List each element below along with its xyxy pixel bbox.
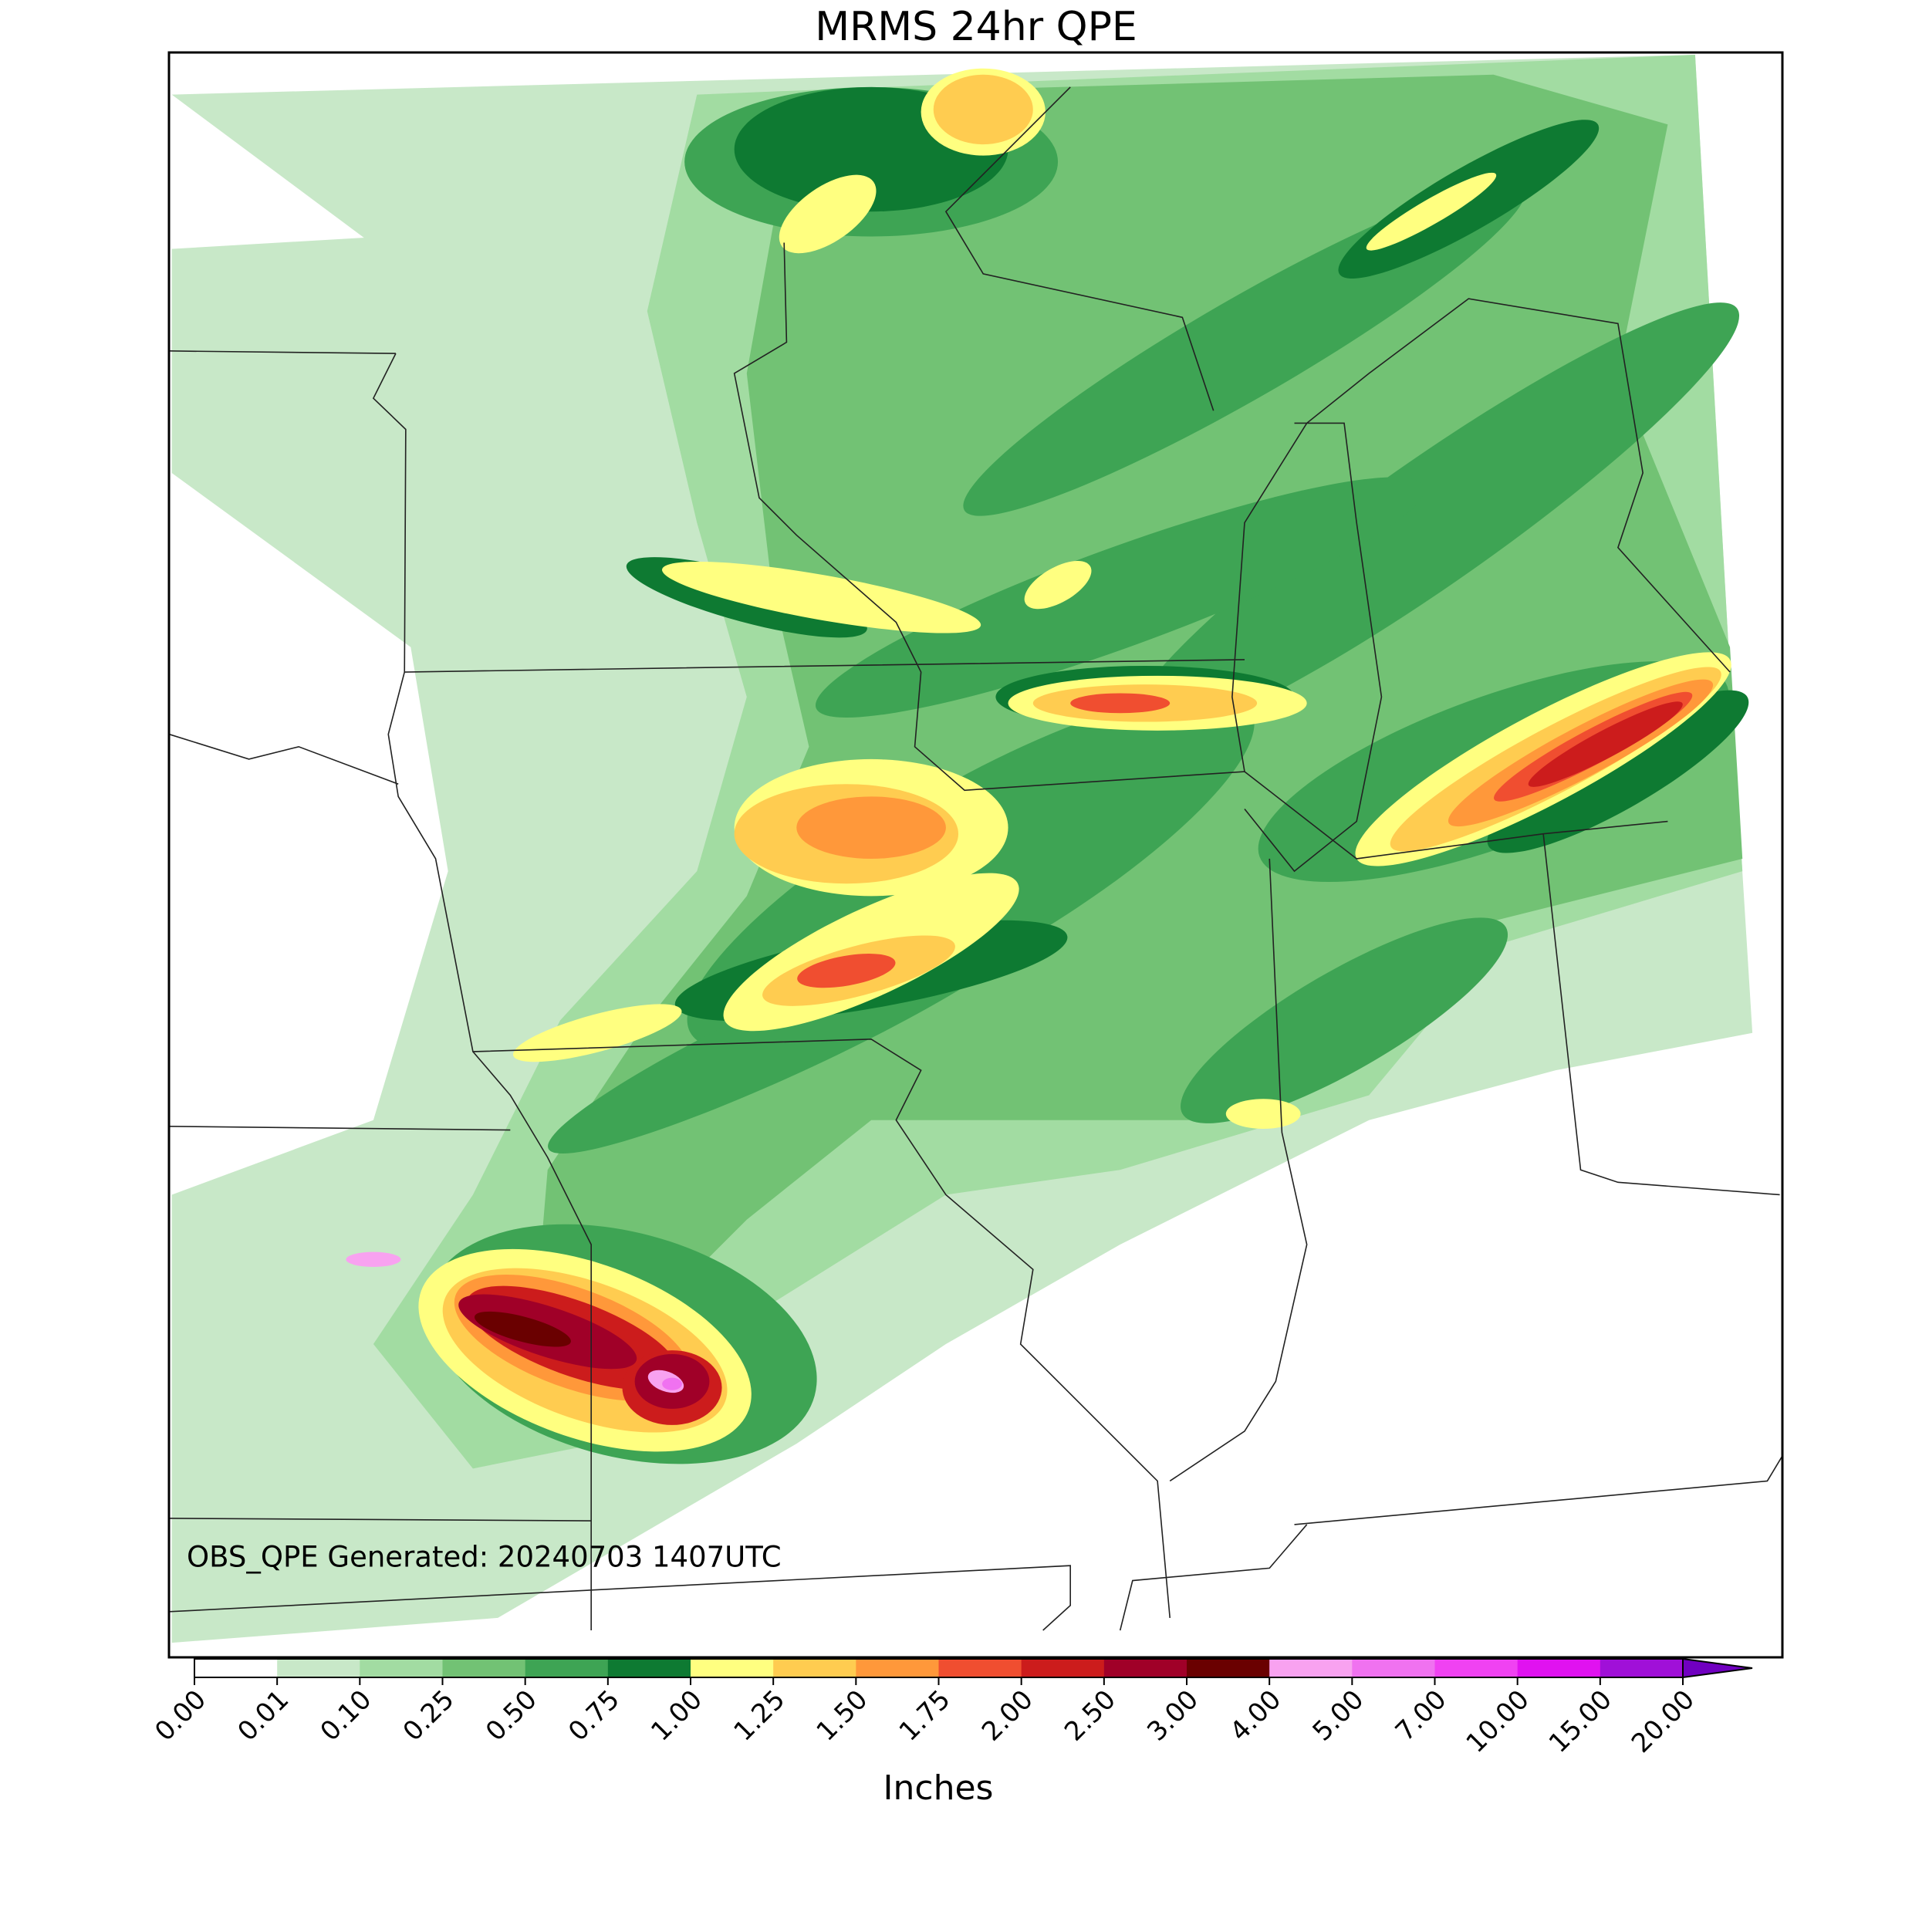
precip-area xyxy=(474,1311,571,1347)
colorbar-segment xyxy=(1517,1659,1601,1677)
precip-area xyxy=(512,1004,682,1062)
precip-area xyxy=(1366,172,1497,251)
colorbar-segment xyxy=(442,1659,526,1677)
precip-area xyxy=(796,796,946,859)
annotation: OBS_QPE Generated: 20240703 1407UTC xyxy=(187,1541,782,1574)
colorbar-segment xyxy=(607,1659,691,1677)
map-frame xyxy=(167,51,1784,1659)
precip-area xyxy=(933,74,1033,145)
title: MRMS 24hr QPE xyxy=(815,4,1137,50)
precip-area xyxy=(1181,917,1508,1123)
precip-field xyxy=(171,54,1753,1643)
map xyxy=(169,54,1782,1643)
colorbar-segment xyxy=(360,1659,443,1677)
colorbar-segment xyxy=(1352,1659,1435,1677)
colorbar-segment xyxy=(1269,1659,1353,1677)
precip-area xyxy=(779,174,877,254)
precip-area xyxy=(1070,693,1171,714)
colorbar-segment xyxy=(691,1659,774,1677)
colorbar-segment xyxy=(1187,1659,1270,1677)
colorbar-segment xyxy=(525,1659,609,1677)
precip-area xyxy=(662,561,981,633)
precip-area xyxy=(1225,1099,1301,1129)
colorbar-segment xyxy=(773,1659,856,1677)
colorbar-segment xyxy=(1021,1659,1105,1677)
colorbar-segment xyxy=(194,1659,278,1677)
precip-area xyxy=(662,1377,682,1390)
colorbar-segment xyxy=(1434,1659,1519,1677)
colorbar-label: Inches xyxy=(883,1768,994,1808)
colorbar-segment xyxy=(938,1659,1022,1677)
colorbar-segment xyxy=(1103,1659,1187,1677)
precip-area xyxy=(1123,302,1740,743)
colorbar-segment xyxy=(1600,1659,1684,1677)
precip-area xyxy=(1024,560,1092,610)
precip-area xyxy=(815,477,1425,718)
precip-area xyxy=(1487,690,1749,853)
colorbar-segment xyxy=(856,1659,939,1677)
colorbar-segment xyxy=(277,1659,360,1677)
precip-area xyxy=(346,1251,401,1268)
precip-area xyxy=(1528,701,1683,787)
borders xyxy=(169,86,1782,1631)
precip-area xyxy=(797,954,896,988)
